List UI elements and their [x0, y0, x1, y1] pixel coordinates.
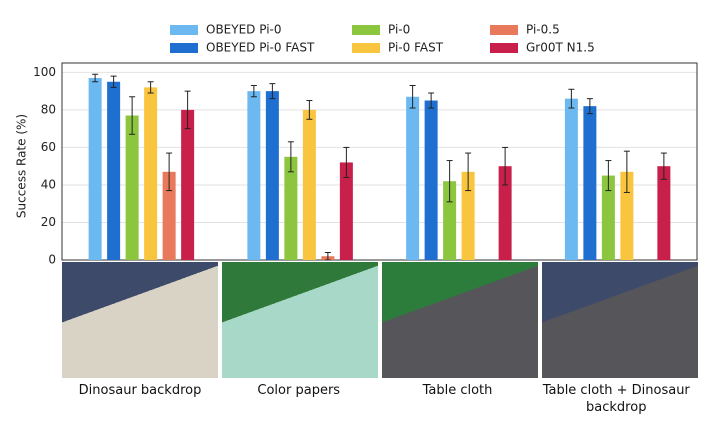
legend-swatch: [170, 25, 198, 35]
bar: [583, 106, 597, 261]
legend-swatch: [490, 43, 518, 53]
bar: [88, 78, 102, 260]
photo: [382, 262, 538, 378]
bar: [406, 96, 420, 261]
category-label: Table cloth + Dinosaur backdrop: [542, 383, 690, 415]
legend-swatch: [352, 43, 380, 53]
legend-swatch: [490, 25, 518, 35]
y-tick-label: 40: [41, 177, 56, 191]
legend-label: Pi-0: [388, 23, 410, 37]
bar: [125, 115, 139, 261]
y-tick-label: 100: [33, 65, 56, 79]
y-tick-label: 20: [41, 215, 56, 229]
bar: [424, 100, 438, 261]
bar: [461, 171, 475, 260]
bar: [302, 109, 316, 261]
bar: [181, 109, 195, 261]
legend-label: OBEYED Pi-0 FAST: [206, 41, 315, 55]
legend-label: Pi-0 FAST: [388, 41, 444, 55]
bar: [339, 162, 353, 260]
bar: [247, 91, 261, 261]
photo: [542, 262, 698, 378]
category-label: Color papers: [257, 383, 341, 398]
bar: [620, 171, 634, 260]
y-tick-label: 0: [48, 253, 56, 267]
y-axis-label: Success Rate (%): [15, 114, 29, 218]
bar: [284, 156, 298, 260]
bar: [564, 98, 578, 261]
bar: [657, 166, 671, 260]
legend-label: Pi-0.5: [526, 23, 560, 37]
legend-label: Gr00T N1.5: [526, 41, 595, 55]
y-tick-label: 80: [41, 102, 56, 116]
photo: [222, 262, 378, 378]
photo: [62, 262, 218, 378]
legend-swatch: [352, 25, 380, 35]
y-tick-label: 60: [41, 140, 56, 154]
bar: [144, 87, 158, 260]
legend-swatch: [170, 43, 198, 53]
bar: [162, 171, 176, 260]
category-label: Dinosaur backdrop: [78, 383, 202, 398]
plot-frame: [61, 62, 698, 261]
bar: [107, 81, 121, 260]
legend-label: OBEYED Pi-0: [206, 23, 282, 37]
bar: [265, 91, 279, 261]
category-label: Table cloth: [422, 383, 493, 398]
bar: [498, 166, 512, 260]
bar: [601, 175, 615, 260]
bar: [443, 181, 457, 260]
